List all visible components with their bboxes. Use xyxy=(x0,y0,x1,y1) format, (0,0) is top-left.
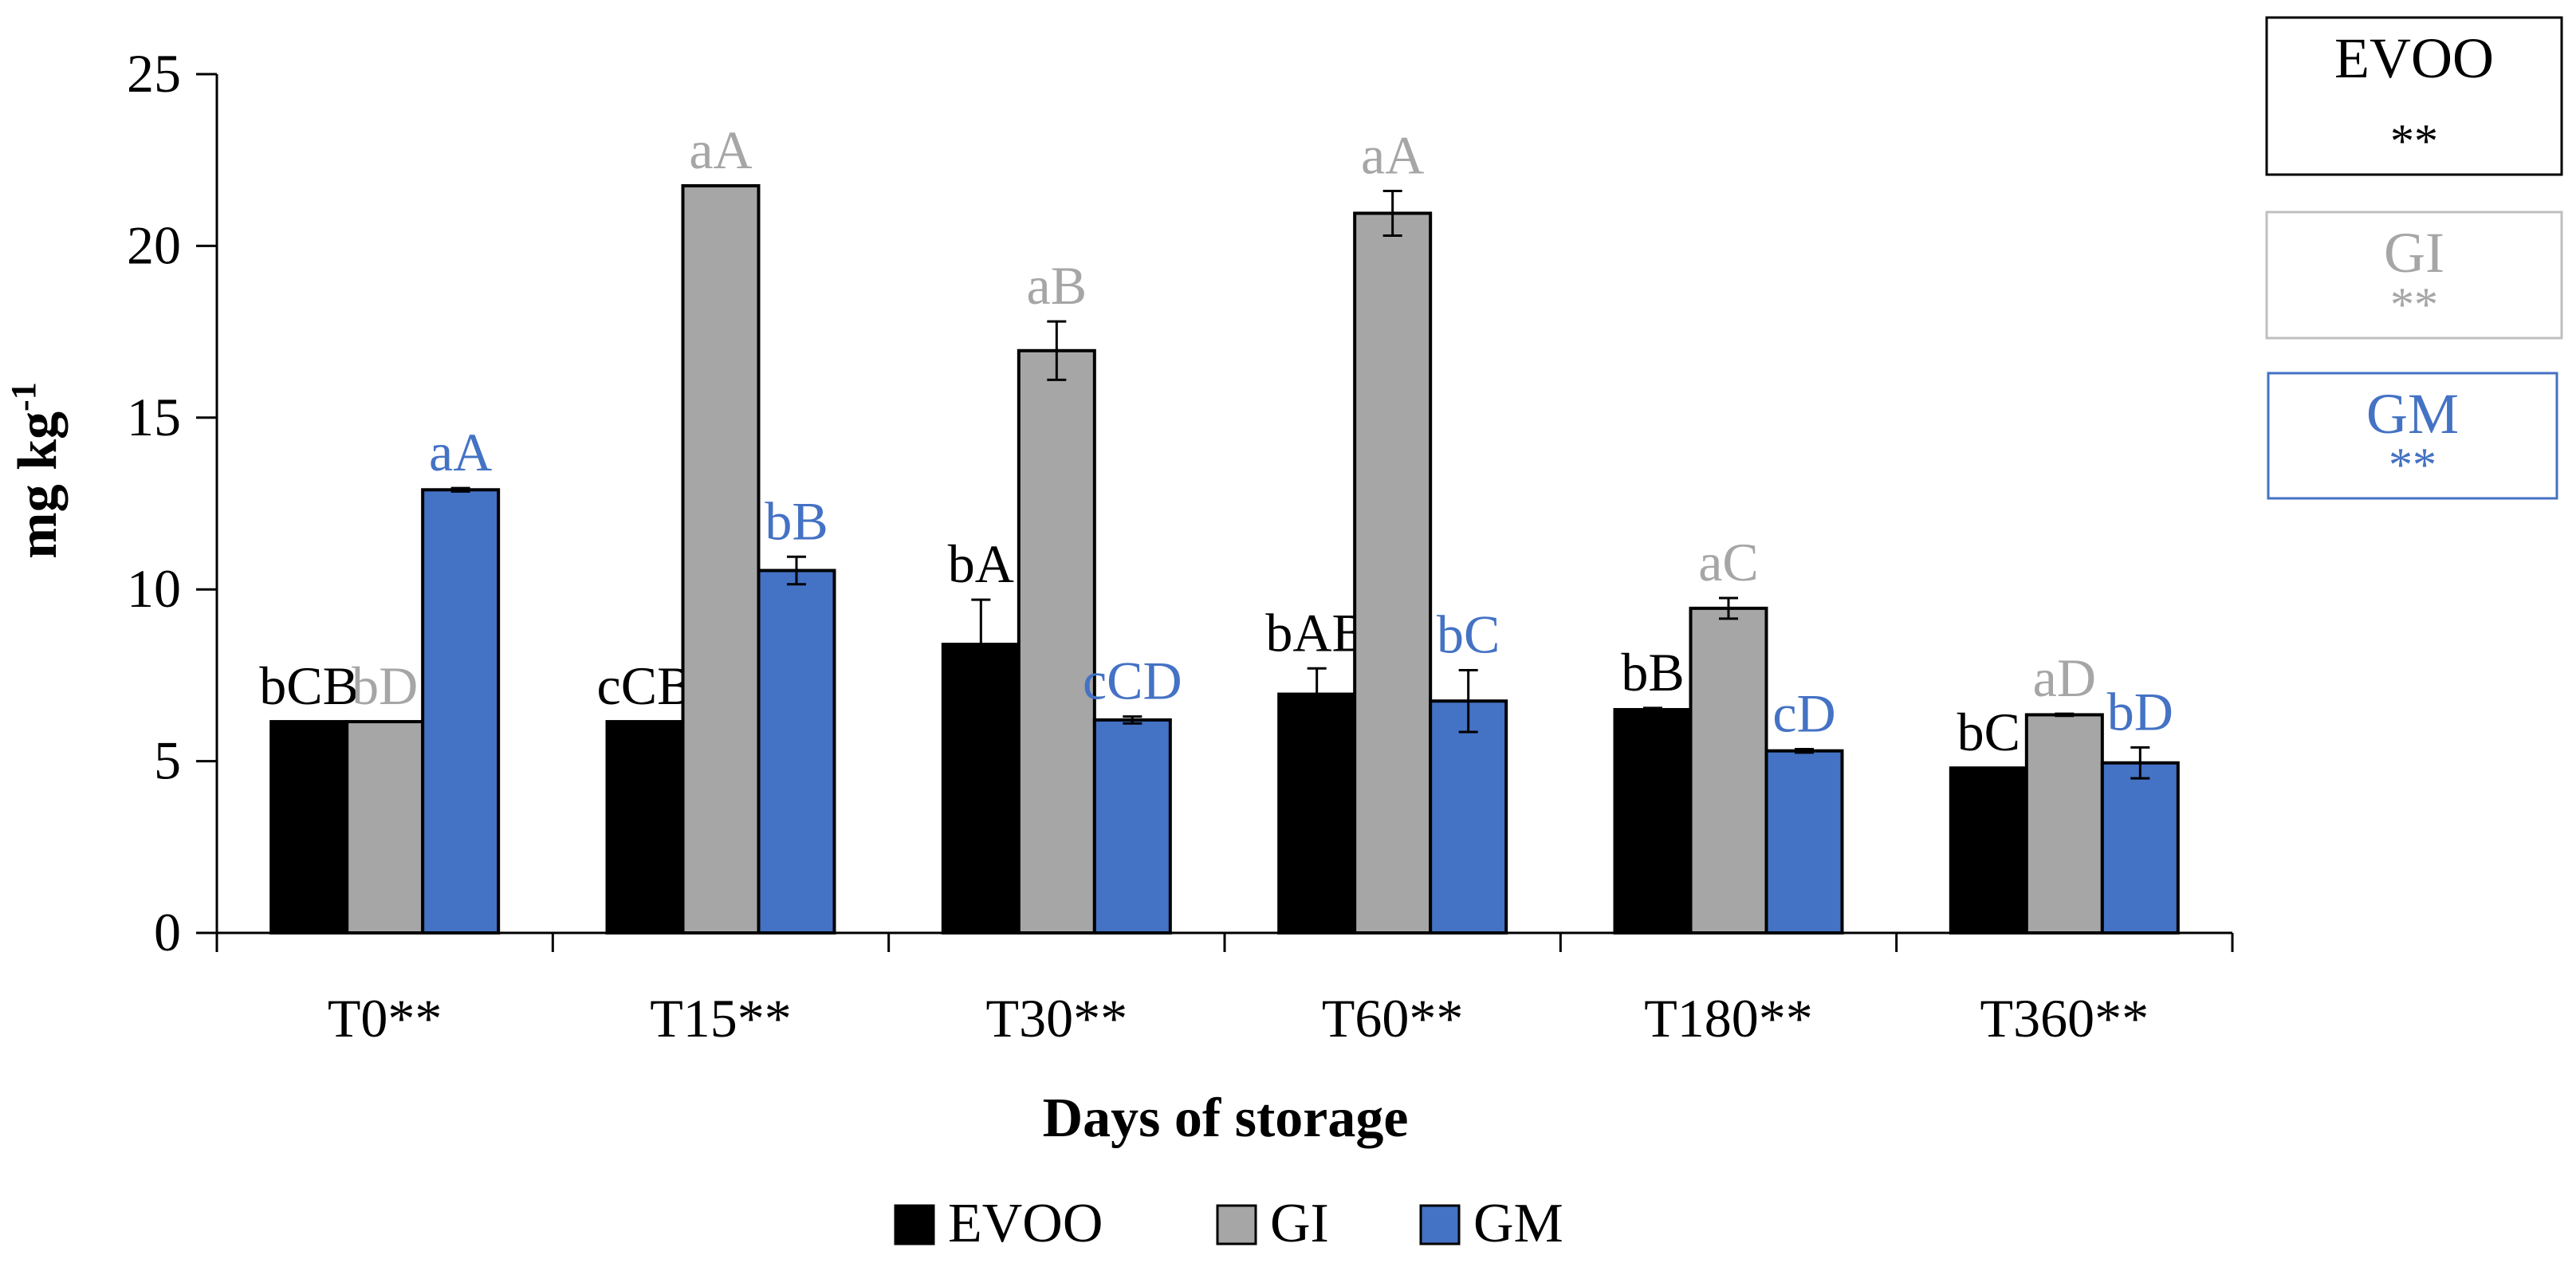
y-axis-title: mg kg-1 xyxy=(4,382,69,558)
significance-box-stars: ** xyxy=(2390,115,2438,167)
significance-box-stars: ** xyxy=(2390,278,2438,331)
y-tick-label: 0 xyxy=(154,902,181,962)
significance-box-gi: GI** xyxy=(2265,211,2563,340)
legend-entry-evoo: EVOO xyxy=(894,1193,1103,1254)
y-tick-label: 25 xyxy=(127,43,181,104)
significance-box-title: EVOO xyxy=(2334,26,2494,90)
bar-gi-3 xyxy=(1353,211,1433,935)
legend: EVOO GI GM xyxy=(894,1193,1563,1254)
significance-boxes: EVOO**GI**GM** xyxy=(2265,16,2563,500)
significance-box-gm: GM** xyxy=(2267,372,2558,500)
bar-gm-2 xyxy=(1092,718,1172,935)
legend-swatch-gm xyxy=(1419,1204,1461,1245)
significance-letter-gi-4: aC xyxy=(1698,532,1759,592)
significance-letter-gm-1: bB xyxy=(765,490,828,551)
bar-evoo-4 xyxy=(1613,707,1693,935)
significance-letter-gi-2: aB xyxy=(1027,255,1087,316)
legend-swatch-evoo xyxy=(894,1204,935,1245)
bar-gm-4 xyxy=(1764,749,1844,935)
significance-letter-evoo-1: cCB xyxy=(597,655,694,716)
significance-box-frame xyxy=(2267,372,2558,500)
y-tick-label: 20 xyxy=(127,214,181,275)
legend-label: GI xyxy=(1270,1193,1329,1254)
significance-box-title: GI xyxy=(2384,221,2444,285)
y-tick-label: 5 xyxy=(154,730,181,791)
bar-gm-0 xyxy=(421,488,501,935)
bar-gi-1 xyxy=(681,184,761,935)
bar-gm-5 xyxy=(2100,761,2180,935)
bar-evoo-3 xyxy=(1277,692,1357,935)
significance-box-title: GM xyxy=(2366,382,2459,446)
legend-swatch-gi xyxy=(1216,1204,1257,1245)
bar-gm-3 xyxy=(1429,699,1508,935)
bar-gi-5 xyxy=(2024,713,2104,935)
significance-letter-evoo-5: bC xyxy=(1957,702,2020,762)
x-tick-label: T30** xyxy=(986,988,1128,1049)
bar-gi-2 xyxy=(1017,348,1096,935)
bar-gi-4 xyxy=(1689,606,1768,935)
significance-letter-gm-3: bC xyxy=(1437,604,1500,664)
x-tick-label: T60** xyxy=(1322,988,1464,1049)
significance-letter-gi-1: aA xyxy=(689,120,752,180)
significance-letter-gi-3: aA xyxy=(1361,124,1424,185)
significance-box-frame xyxy=(2265,16,2563,176)
y-tick-label: 15 xyxy=(127,387,181,447)
significance-letter-gi-5: aD xyxy=(2033,647,2096,708)
y-axis-title-superscript: -1 xyxy=(4,382,43,411)
significance-box-frame xyxy=(2265,211,2563,340)
x-tick-label: T15** xyxy=(650,988,792,1049)
significance-box-stars: ** xyxy=(2389,439,2436,491)
x-tick-label: T0** xyxy=(328,988,442,1049)
significance-letter-evoo-3: bAB xyxy=(1265,602,1367,663)
legend-entry-gi: GI xyxy=(1216,1193,1329,1254)
bar-evoo-5 xyxy=(1949,766,2028,935)
significance-letter-evoo-2: bA xyxy=(948,533,1014,594)
significance-letter-evoo-0: bCB xyxy=(259,655,359,716)
significance-letter-gi-0: bD xyxy=(352,655,418,716)
legend-label: EVOO xyxy=(948,1193,1103,1254)
x-tick-label: T360** xyxy=(1980,988,2149,1049)
significance-letter-gm-2: cCD xyxy=(1083,651,1182,711)
bar-evoo-1 xyxy=(605,720,685,935)
bar-evoo-0 xyxy=(269,720,349,935)
significance-letter-gm-5: bD xyxy=(2107,681,2173,742)
significance-letter-evoo-4: bB xyxy=(1621,642,1684,702)
x-axis-title: Days of storage xyxy=(1043,1088,1409,1149)
significance-letter-gm-4: cD xyxy=(1772,683,1835,744)
significance-letter-gm-0: aA xyxy=(429,422,492,482)
bar-gm-1 xyxy=(757,569,836,935)
legend-label: GM xyxy=(1473,1193,1563,1254)
plot-area: 0510152025bCBbDaAT0**cCBaAbBT15**bAaBcCD… xyxy=(127,43,2234,1049)
svg-text:mg kg-1: mg kg-1 xyxy=(4,382,69,558)
y-tick-label: 10 xyxy=(127,558,181,619)
significance-box-evoo: EVOO ** xyxy=(2265,16,2563,176)
bar-gi-0 xyxy=(345,720,425,935)
y-axis-title-text: mg kg xyxy=(7,411,69,559)
x-tick-label: T180** xyxy=(1644,988,1813,1049)
legend-entry-gm: GM xyxy=(1419,1193,1563,1254)
